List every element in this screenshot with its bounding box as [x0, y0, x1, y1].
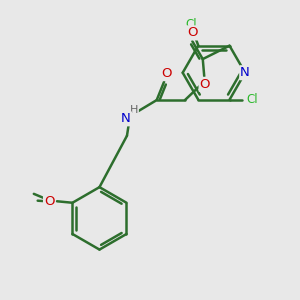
- Text: O: O: [200, 78, 210, 91]
- Text: O: O: [161, 67, 172, 80]
- Text: methoxy: methoxy: [26, 200, 33, 201]
- Text: Cl: Cl: [185, 18, 197, 32]
- Text: O: O: [44, 195, 55, 208]
- Text: N: N: [240, 66, 250, 79]
- Text: N: N: [121, 112, 131, 125]
- Text: H: H: [130, 105, 138, 115]
- Text: O: O: [187, 26, 198, 39]
- Text: Cl: Cl: [246, 93, 258, 106]
